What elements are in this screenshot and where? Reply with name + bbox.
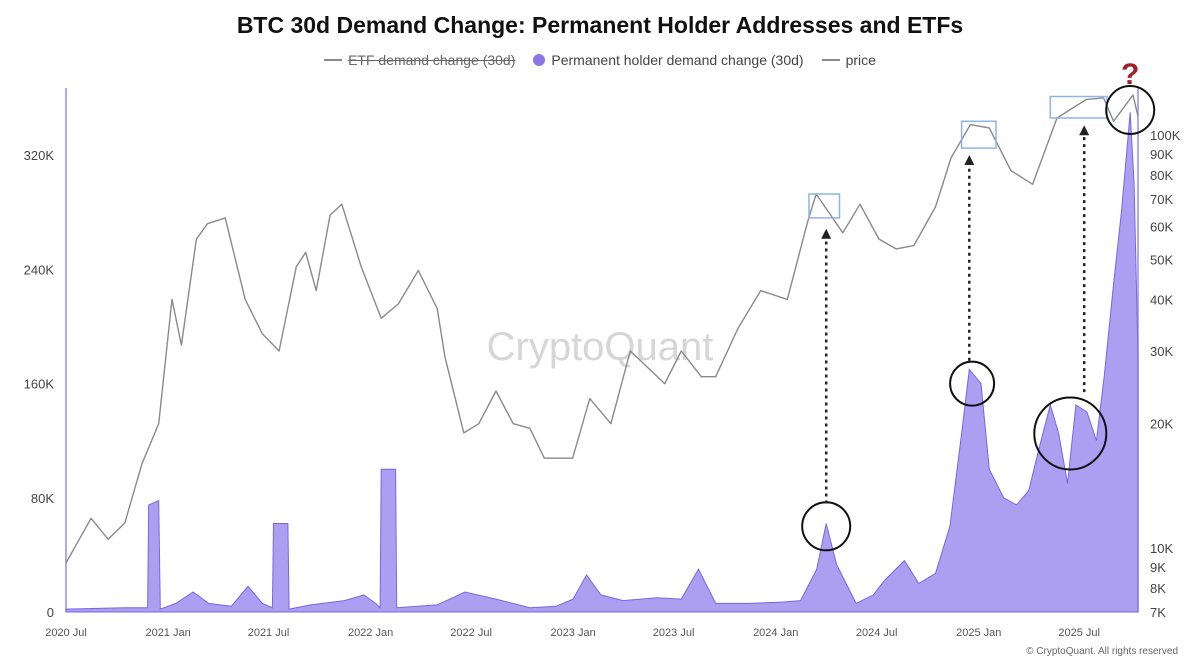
x-tick-label: 2024 Jul — [856, 627, 898, 639]
legend-label-etf: ETF demand change (30d) — [348, 52, 516, 68]
x-tick-label: 2021 Jul — [248, 627, 290, 639]
right-tick-label: 30K — [1150, 344, 1173, 359]
permanent-holder-demand-area — [65, 112, 1139, 613]
legend-label-permanent-holder: Permanent holder demand change (30d) — [551, 52, 804, 68]
legend: ETF demand change (30d) Permanent holder… — [0, 52, 1200, 68]
x-tick-label: 2021 Jan — [145, 627, 190, 639]
left-tick-label: 320K — [24, 148, 55, 163]
right-tick-label: 7K — [1150, 605, 1166, 620]
annotation-box — [1049, 95, 1108, 119]
legend-label-price: price — [845, 52, 876, 68]
annotation-circle — [1105, 85, 1156, 135]
right-tick-label: 70K — [1150, 192, 1173, 207]
legend-line-icon — [324, 59, 343, 61]
x-tick-label: 2025 Jan — [956, 627, 1001, 639]
x-tick-label: 2024 Jan — [753, 627, 798, 639]
legend-item-etf[interactable]: ETF demand change (30d) — [324, 52, 515, 68]
x-tick-label: 2023 Jan — [550, 627, 595, 639]
chart-title: BTC 30d Demand Change: Permanent Holder … — [236, 12, 964, 38]
legend-item-price[interactable]: price — [821, 52, 876, 68]
x-tick-label: 2023 Jul — [653, 627, 695, 639]
legend-item-permanent-holder[interactable]: Permanent holder demand change (30d) — [533, 52, 804, 68]
right-tick-label: 60K — [1150, 220, 1173, 235]
copyright-text: © CryptoQuant. All rights reserved — [1026, 646, 1178, 657]
x-tick-label: 2022 Jan — [348, 627, 393, 639]
right-tick-label: 80K — [1150, 168, 1173, 183]
x-tick-label: 2025 Jul — [1058, 627, 1100, 639]
right-tick-label: 40K — [1150, 292, 1173, 307]
x-tick-label: 2022 Jul — [450, 627, 492, 639]
annotation-arrow-head — [964, 155, 975, 165]
right-tick-label: 9K — [1150, 560, 1166, 575]
left-tick-label: 160K — [24, 377, 55, 392]
annotation-circle — [949, 360, 996, 407]
annotation-arrow-head — [1079, 125, 1090, 136]
price-line — [65, 94, 1139, 564]
left-tick-label: 80K — [31, 491, 54, 506]
right-tick-label: 50K — [1150, 252, 1173, 267]
left-tick-label: 0 — [47, 605, 54, 620]
right-tick-label: 8K — [1150, 581, 1166, 596]
annotation-circle — [1033, 396, 1108, 471]
watermark: CryptoQuant — [487, 325, 714, 369]
x-tick-label: 2020 Jul — [45, 627, 87, 639]
right-tick-label: 20K — [1150, 417, 1173, 432]
legend-dot-icon — [533, 54, 546, 66]
left-tick-label: 240K — [24, 262, 55, 277]
annotation-box — [960, 120, 997, 149]
question-mark: ? — [1121, 58, 1139, 91]
right-tick-label: 100K — [1150, 128, 1181, 143]
annotation-box — [808, 193, 841, 219]
legend-line-icon — [821, 59, 840, 61]
right-tick-label: 10K — [1150, 541, 1173, 556]
annotation-arrow-head — [821, 228, 832, 239]
right-tick-label: 90K — [1150, 147, 1173, 162]
